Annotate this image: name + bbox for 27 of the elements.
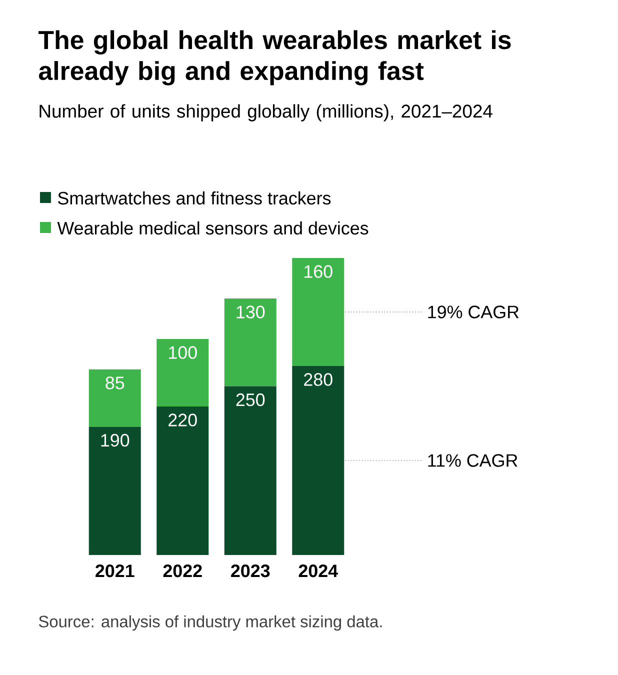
bar [156,339,209,406]
bar [224,298,276,386]
x-tick-label: 2022 [163,564,202,578]
data-label: 85 [106,376,124,390]
data-label: 280 [304,373,332,386]
data-label: 100 [169,346,197,359]
text: 19% CAGR [428,306,519,318]
bar [292,258,344,366]
bar [224,386,276,555]
bar [156,406,209,555]
data-label: 130 [236,306,265,318]
chart-subtitle: Number of units shipped globally (millions), 2021–2024 [40,104,492,122]
data-label: 220 [168,414,197,426]
data-label: 160 [304,265,332,278]
bar [88,369,141,427]
x-tick-label: 2024 [298,564,338,578]
text: 11% CAGR [428,454,518,467]
bar [88,426,141,555]
legend-label: Smartwatches and fitness trackers [58,191,331,205]
data-label: 190 [101,434,130,447]
x-tick-label: 2021 [96,564,134,578]
source-note: Source: analysis of industry market sizing data. [38,615,382,631]
legend-label: Wearable medical sensors and devices [57,221,368,235]
data-label: 250 [236,393,265,406]
chart-title: The global health wearables market is already big and expanding fast [38,30,511,86]
x-tick-label: 2023 [231,564,270,578]
bar [292,366,344,555]
